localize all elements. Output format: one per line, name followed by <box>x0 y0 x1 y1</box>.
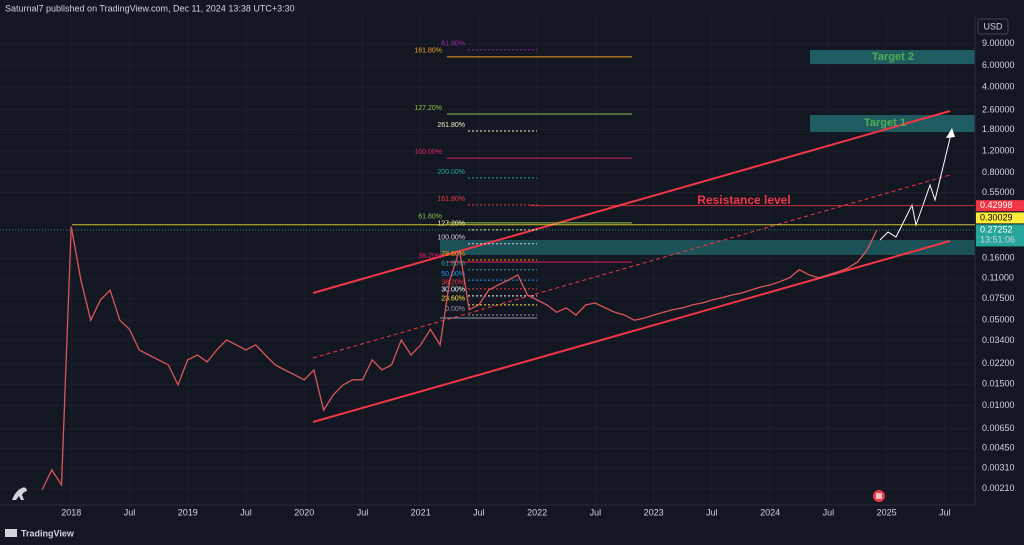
fib-label: 161.80% <box>437 196 465 203</box>
fib-label: 261.80% <box>437 122 465 129</box>
y-tick-label: 0.80000 <box>982 167 1015 177</box>
x-axis: 2018 Jul 2019 Jul 2020 Jul 2021 Jul 2022 Jul 2023 J… <box>61 507 950 517</box>
channel-midline <box>312 174 951 359</box>
y-tick-label: 6.00000 <box>982 60 1015 70</box>
x-tick-label: 2023 <box>644 507 664 517</box>
arrow-head <box>946 128 955 138</box>
fib-label: 50.00% <box>441 271 465 278</box>
y-tick-label: 2.60000 <box>982 104 1015 114</box>
brand: TradingView <box>21 528 75 538</box>
price-line <box>41 226 878 491</box>
y-tick-label: 0.07500 <box>982 293 1015 303</box>
target-box <box>810 115 975 132</box>
series <box>41 226 878 491</box>
countdown: 13:51:06 <box>980 234 1015 244</box>
price-tag-label: 0.30029 <box>980 212 1013 222</box>
event-icon-flag <box>876 493 882 499</box>
y-tick-label: 1.80000 <box>982 124 1015 134</box>
x-tick-label: Jul <box>357 507 369 517</box>
currency-button[interactable] <box>977 18 1009 35</box>
y-tick-label: 1.20000 <box>982 145 1015 155</box>
brand-logo <box>5 529 17 537</box>
y-tick-label: 0.55000 <box>982 187 1015 197</box>
y-tick-label: 0.00310 <box>982 462 1015 472</box>
fib-label: 30.00% <box>441 287 465 294</box>
x-tick-label: 2019 <box>178 507 198 517</box>
x-tick-label: Jul <box>823 507 835 517</box>
y-tick-label: 9.00000 <box>982 38 1015 48</box>
x-tick-label: Jul <box>939 507 951 517</box>
price-tag-label: 0.42998 <box>980 200 1013 210</box>
y-tick-label: 0.05000 <box>982 315 1015 325</box>
fib-label: 38.20% <box>441 280 465 287</box>
y-tick-label: 0.01000 <box>982 400 1015 410</box>
header: Saturnal7 published on TradingView.com, … <box>5 3 295 13</box>
price-tag <box>976 200 1024 212</box>
price-tag <box>976 212 1024 224</box>
price-labels: 13:51:060.27252 0.30029 0.42998 <box>0 200 1024 247</box>
icon <box>12 487 27 500</box>
y-tick-label: 0.00650 <box>982 423 1015 433</box>
x-tick-label: 2020 <box>294 507 314 517</box>
x-tick-label: Jul <box>124 507 136 517</box>
projection-arrow <box>879 129 953 241</box>
fib-label: 161.80% <box>414 48 442 55</box>
channel-line <box>312 110 951 294</box>
price-tag-label: 0.27252 <box>980 224 1013 234</box>
y-tick-label: 0.00210 <box>982 483 1015 493</box>
price-tag <box>976 224 1024 247</box>
fib-label: 127.20% <box>414 105 442 112</box>
y-axis: 9.00000 6.00000 4.00000 2.60000 1.80000 1.200… <box>982 38 1015 493</box>
x-tick-label: 2021 <box>411 507 431 517</box>
target-label: Target 2 <box>872 51 914 63</box>
fib-label: 61.80% <box>441 41 465 48</box>
target-box <box>810 50 975 64</box>
x-tick-label: 2025 <box>877 507 897 517</box>
x-tick-label: Jul <box>590 507 602 517</box>
fibonacci: 161.80%127.20%100.00%61.80%38.20%61.80%2… <box>414 41 632 316</box>
channel-line <box>312 240 951 423</box>
target-label: Target 1 <box>864 117 906 129</box>
fib-label: 61.80% <box>418 214 442 221</box>
fib-label: 100.00% <box>414 149 442 156</box>
currency[interactable]: USD <box>983 21 1003 31</box>
x-tick-label: Jul <box>240 507 252 517</box>
resistance-label: Resistance level <box>697 193 790 207</box>
fib-label: 127.20% <box>437 221 465 228</box>
fib-label: 38.20% <box>418 253 442 260</box>
grid <box>0 17 975 505</box>
fib-label: 200.00% <box>437 169 465 176</box>
x-tick-label: Jul <box>706 507 718 517</box>
fib-label: 78.60% <box>441 251 465 258</box>
fib-label: 23.60% <box>441 296 465 303</box>
y-tick-label: 4.00000 <box>982 81 1015 91</box>
y-tick-label: 0.00450 <box>982 443 1015 453</box>
x-tick-label: 2018 <box>61 507 81 517</box>
y-tick-label: 0.11000 <box>982 273 1014 283</box>
y-tick-label: 0.16000 <box>982 253 1015 263</box>
y-tick-label: 0.02200 <box>982 358 1015 368</box>
fib-label: 0.00% <box>445 306 465 313</box>
support-zone <box>440 240 975 255</box>
x-tick-label: 2022 <box>527 507 547 517</box>
y-tick-label: 0.03400 <box>982 335 1015 345</box>
x-tick-label: 2024 <box>760 507 780 517</box>
y-tick-label: 0.01500 <box>982 379 1015 389</box>
fib-label: 61.80% <box>441 261 465 268</box>
fib-label: 100.00% <box>437 235 465 242</box>
x-tick-label: Jul <box>473 507 485 517</box>
